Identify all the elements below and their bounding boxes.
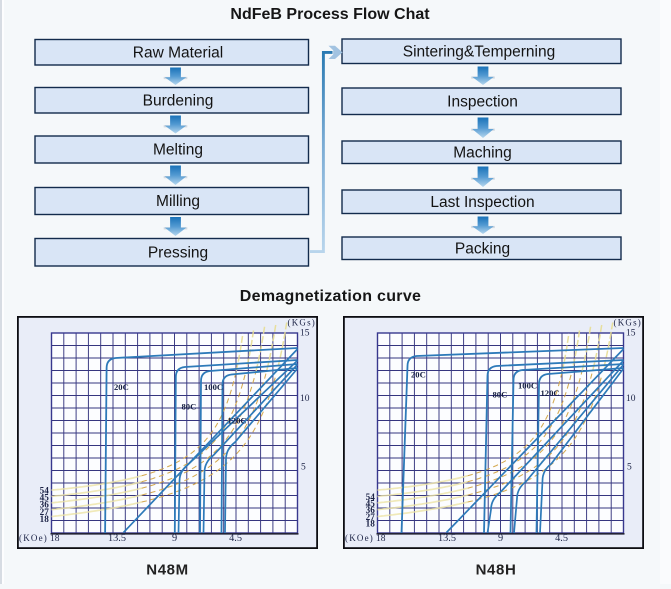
- svg-text:18: 18: [376, 534, 386, 544]
- svg-text:Last Inspection: Last Inspection: [430, 194, 534, 211]
- svg-text:Raw Material: Raw Material: [133, 44, 223, 61]
- svg-text:54: 54: [40, 486, 50, 496]
- svg-text:(KGs): (KGs): [614, 317, 643, 327]
- svg-text:Packing: Packing: [455, 240, 510, 257]
- svg-text:Pressing: Pressing: [148, 244, 208, 261]
- svg-text:9: 9: [172, 533, 177, 544]
- svg-text:Burdening: Burdening: [143, 92, 214, 109]
- svg-text:120C: 120C: [228, 416, 247, 426]
- svg-text:13.5: 13.5: [108, 533, 126, 544]
- svg-text:100C: 100C: [518, 381, 537, 391]
- svg-text:(KGs): (KGs): [288, 317, 317, 327]
- svg-text:(KOe): (KOe): [19, 533, 48, 543]
- svg-text:27: 27: [366, 512, 376, 522]
- svg-text:10: 10: [626, 394, 636, 404]
- svg-text:15: 15: [626, 328, 636, 338]
- svg-text:18: 18: [366, 518, 376, 528]
- svg-text:100C: 100C: [204, 382, 223, 392]
- svg-text:18: 18: [50, 534, 60, 544]
- svg-text:N48H: N48H: [476, 562, 517, 579]
- svg-text:Sintering&Temperning: Sintering&Temperning: [403, 43, 556, 60]
- svg-text:120C: 120C: [541, 388, 560, 398]
- svg-text:36: 36: [366, 505, 376, 515]
- svg-text:13.5: 13.5: [438, 533, 456, 544]
- svg-text:Melting: Melting: [153, 142, 203, 159]
- svg-text:80C: 80C: [493, 390, 508, 400]
- svg-text:4.5: 4.5: [229, 533, 242, 544]
- svg-text:80C: 80C: [182, 402, 197, 412]
- svg-text:20C: 20C: [114, 382, 129, 392]
- svg-text:NdFeB Process Flow Chat: NdFeB Process Flow Chat: [230, 6, 430, 23]
- svg-text:4.5: 4.5: [555, 533, 568, 544]
- svg-text:Milling: Milling: [156, 193, 200, 210]
- svg-text:45: 45: [366, 499, 376, 509]
- svg-text:9: 9: [498, 533, 503, 544]
- svg-text:10: 10: [300, 394, 310, 404]
- svg-text:20C: 20C: [411, 370, 426, 380]
- svg-text:Demagnetization curve: Demagnetization curve: [240, 288, 421, 305]
- svg-text:Maching: Maching: [453, 144, 512, 161]
- svg-text:36: 36: [40, 500, 50, 510]
- svg-text:27: 27: [40, 507, 50, 517]
- svg-text:18: 18: [40, 514, 50, 524]
- svg-text:Inspection: Inspection: [447, 93, 518, 110]
- svg-text:45: 45: [40, 493, 50, 503]
- svg-text:54: 54: [366, 492, 376, 502]
- svg-text:5: 5: [301, 462, 306, 472]
- svg-text:(KOe): (KOe): [345, 533, 374, 543]
- svg-text:N48M: N48M: [146, 562, 188, 579]
- svg-text:5: 5: [627, 462, 632, 472]
- svg-text:15: 15: [300, 328, 310, 338]
